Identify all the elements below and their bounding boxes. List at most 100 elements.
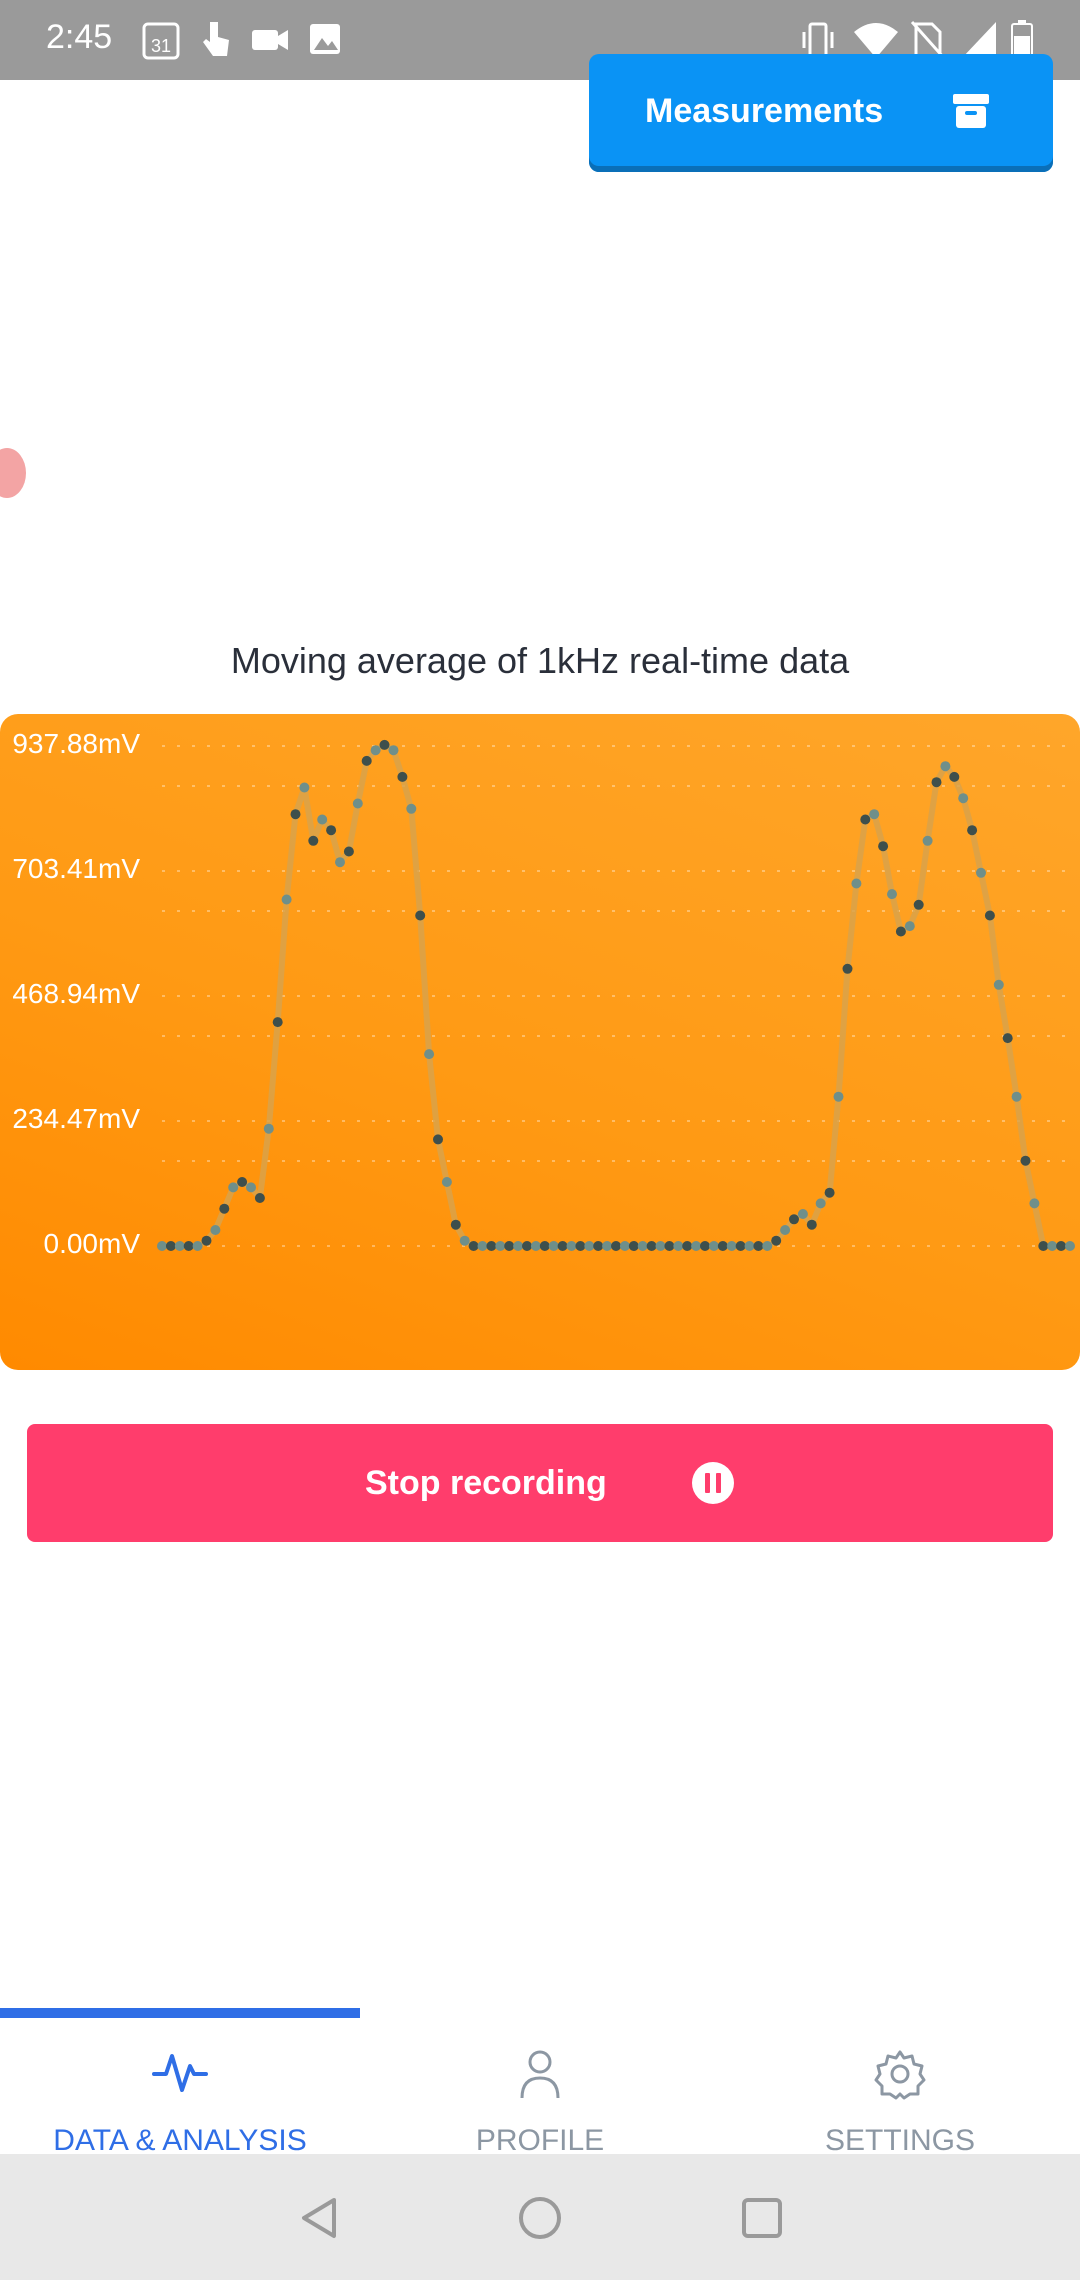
signal-icon (960, 20, 998, 65)
data-point (165, 1241, 176, 1251)
data-point (958, 793, 969, 804)
data-point (210, 1225, 221, 1235)
data-point (228, 1182, 239, 1193)
calendar-icon: 31 (142, 20, 180, 65)
data-point (522, 1241, 532, 1251)
data-point (1029, 1198, 1040, 1209)
data-point (922, 835, 933, 846)
data-point (744, 1241, 755, 1251)
data-point (157, 1241, 167, 1251)
archive-icon (951, 92, 991, 135)
recording-indicator-dot (0, 448, 26, 498)
data-point (557, 1241, 568, 1251)
data-point (201, 1235, 212, 1246)
data-point (655, 1241, 666, 1251)
data-point (1020, 1155, 1031, 1166)
recents-icon[interactable] (738, 2194, 786, 2247)
data-point (450, 1219, 461, 1230)
data-point (976, 867, 986, 878)
data-point (646, 1241, 657, 1251)
data-point (433, 1134, 443, 1145)
tab-label: SETTINGS (824, 2124, 975, 2157)
data-point (887, 889, 897, 900)
user-icon (520, 2050, 560, 2099)
y-tick-label: 703.41mV (12, 853, 140, 884)
data-point (664, 1241, 675, 1251)
data-point (628, 1241, 639, 1251)
status-bar: 2:45 31 (0, 0, 1080, 80)
data-point (1011, 1091, 1022, 1102)
measurements-button[interactable]: Measurements (589, 54, 1053, 172)
image-icon (308, 22, 342, 61)
data-point (931, 777, 942, 788)
y-tick-label: 0.00mV (43, 1228, 141, 1259)
tab-label: PROFILE (475, 2124, 605, 2157)
data-point (548, 1241, 559, 1251)
data-point (860, 814, 871, 825)
tab-profile[interactable]: PROFILE (360, 2024, 720, 2157)
data-point (379, 739, 390, 750)
data-point (539, 1241, 550, 1251)
touch-icon (198, 18, 232, 65)
tab-settings[interactable]: SETTINGS (720, 2024, 1080, 2157)
bottom-navigation: DATA & ANALYSIS PROFILE SETTINGS (0, 2004, 1080, 2157)
tab-data-analysis[interactable]: DATA & ANALYSIS (0, 2024, 360, 2157)
data-point (254, 1193, 265, 1203)
data-point (753, 1241, 764, 1251)
data-point (317, 814, 328, 825)
video-icon (250, 26, 290, 59)
data-point (246, 1182, 256, 1193)
chart-card: 937.88mV 703.41mV 468.94mV 234.47mV 0.00mV (0, 714, 1080, 1370)
active-tab-indicator (0, 2008, 360, 2018)
data-point (370, 745, 381, 756)
data-point (352, 798, 363, 809)
data-point (468, 1241, 479, 1251)
data-point (593, 1241, 604, 1251)
data-point (967, 825, 978, 836)
data-point (806, 1219, 817, 1230)
data-point (530, 1241, 541, 1251)
data-point (495, 1241, 506, 1251)
tab-label: DATA & ANALYSIS (53, 2124, 307, 2157)
y-tick-label: 937.88mV (12, 728, 140, 759)
data-point (335, 857, 345, 868)
chart-title: Moving average of 1kHz real-time data (230, 640, 850, 681)
data-point (726, 1241, 737, 1251)
data-point (735, 1241, 746, 1251)
stop-recording-button[interactable]: Stop recording (27, 1424, 1053, 1542)
data-point (388, 745, 399, 756)
back-icon[interactable] (296, 2194, 344, 2247)
data-point (477, 1241, 488, 1251)
home-icon[interactable] (516, 2194, 564, 2247)
data-point (619, 1241, 630, 1251)
data-point (192, 1241, 203, 1251)
no-sim-icon (910, 20, 946, 65)
chart-plot (157, 739, 1075, 1251)
data-point (308, 835, 319, 846)
data-point (940, 761, 951, 772)
data-point (878, 841, 889, 852)
data-point (700, 1241, 710, 1251)
data-point (263, 1123, 274, 1134)
data-point (397, 771, 408, 782)
wifi-icon (852, 20, 900, 65)
gear-icon (874, 2050, 926, 2100)
data-point (762, 1241, 773, 1251)
data-point (1065, 1241, 1075, 1251)
data-point (673, 1241, 684, 1251)
data-point (691, 1241, 702, 1251)
data-point (566, 1241, 577, 1251)
data-point (611, 1241, 621, 1251)
status-time: 2:45 (46, 18, 113, 56)
data-point (895, 926, 906, 937)
data-point (949, 771, 960, 782)
data-point (343, 846, 354, 857)
data-point (584, 1241, 595, 1251)
y-tick-label: 234.47mV (12, 1103, 140, 1134)
system-navigation-bar (0, 2154, 1080, 2280)
data-point (575, 1241, 586, 1251)
measurements-label: Measurements (645, 92, 884, 130)
data-point (513, 1241, 524, 1251)
stop-recording-label: Stop recording (365, 1464, 607, 1502)
data-point (842, 963, 853, 974)
